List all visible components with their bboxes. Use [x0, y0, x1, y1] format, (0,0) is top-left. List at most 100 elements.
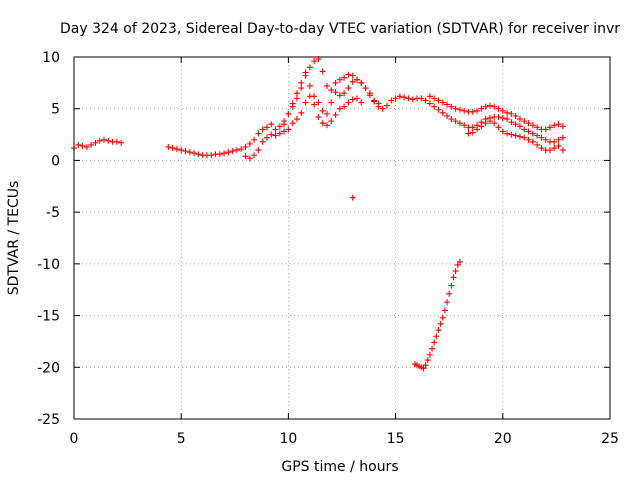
data-point — [529, 122, 536, 129]
data-point — [272, 132, 279, 139]
data-point — [276, 130, 283, 137]
data-point — [92, 139, 99, 146]
data-point — [375, 100, 382, 107]
series-main-band — [71, 69, 566, 159]
data-point — [422, 362, 429, 369]
data-point — [332, 111, 339, 118]
data-point — [512, 132, 519, 139]
data-point — [233, 147, 240, 154]
data-point — [444, 299, 451, 306]
data-point — [345, 85, 352, 92]
data-point — [242, 153, 249, 160]
data-point — [418, 95, 425, 102]
data-point — [349, 194, 356, 201]
data-point — [251, 136, 258, 143]
data-point — [276, 123, 283, 130]
y-tick-label: 5 — [51, 102, 60, 118]
data-point — [446, 290, 453, 297]
data-point — [328, 87, 335, 94]
data-point — [229, 148, 236, 155]
data-point — [555, 142, 562, 149]
data-point — [341, 74, 348, 81]
y-tick-label: -20 — [37, 360, 60, 376]
data-point — [546, 147, 553, 154]
data-point — [504, 116, 511, 123]
x-tick-label: 5 — [177, 431, 186, 447]
data-point — [420, 365, 427, 372]
data-point — [461, 107, 468, 114]
data-point — [525, 136, 532, 143]
data-point — [195, 151, 202, 158]
data-point — [281, 128, 288, 135]
data-point — [246, 140, 253, 147]
data-point — [435, 106, 442, 113]
data-point — [529, 130, 536, 137]
data-point — [216, 151, 223, 158]
series-descending-track — [411, 258, 463, 372]
series-lower-branch — [242, 93, 566, 162]
data-point — [529, 138, 536, 145]
data-point — [285, 110, 292, 117]
data-point — [323, 122, 330, 129]
data-point — [336, 105, 343, 112]
data-point — [358, 79, 365, 86]
data-point — [358, 99, 365, 106]
data-point — [384, 102, 391, 109]
data-point — [551, 122, 558, 129]
data-point — [495, 124, 502, 131]
plot-frame — [73, 56, 611, 420]
data-point — [345, 71, 352, 78]
data-point — [452, 105, 459, 112]
data-point — [508, 119, 515, 126]
data-point — [521, 118, 528, 125]
y-tick-label: 10 — [42, 50, 60, 66]
data-point — [426, 93, 433, 100]
data-point — [298, 109, 305, 116]
data-point — [302, 99, 309, 106]
data-point — [431, 95, 438, 102]
data-point — [542, 126, 549, 133]
data-point — [332, 89, 339, 96]
data-point — [478, 105, 485, 112]
data-point — [293, 95, 300, 102]
data-point — [306, 64, 313, 71]
data-point — [79, 142, 86, 149]
data-point — [424, 357, 431, 364]
data-point — [551, 138, 558, 145]
data-point — [169, 145, 176, 152]
data-point — [409, 96, 416, 103]
y-tick-labels: -25 -20 -15 -10 -5 0 5 10 — [37, 50, 60, 428]
chart-title: Day 324 of 2023, Sidereal Day-to-day VTE… — [60, 21, 620, 37]
data-point — [315, 113, 322, 120]
data-point — [525, 120, 532, 127]
data-point — [504, 109, 511, 116]
data-point — [396, 93, 403, 100]
x-axis-title: GPS time / hours — [281, 459, 398, 475]
data-point — [379, 105, 386, 112]
data-point — [182, 148, 189, 155]
data-point — [405, 95, 412, 102]
data-point — [456, 106, 463, 113]
data-point — [448, 103, 455, 110]
data-point — [319, 107, 326, 114]
data-point — [426, 100, 433, 107]
data-point — [474, 126, 481, 133]
data-point — [293, 90, 300, 97]
data-point — [559, 134, 566, 141]
data-point — [259, 126, 266, 133]
data-points — [71, 56, 566, 372]
data-point — [516, 123, 523, 130]
data-point — [362, 85, 369, 92]
data-point — [173, 146, 180, 153]
data-point — [422, 97, 429, 104]
data-point — [311, 101, 318, 108]
data-point — [439, 99, 446, 106]
data-point — [439, 314, 446, 321]
data-point — [495, 113, 502, 120]
data-point — [225, 149, 232, 156]
data-point — [371, 97, 378, 104]
data-point — [478, 123, 485, 130]
data-point — [238, 146, 245, 153]
grid-lines — [74, 57, 610, 419]
y-axis-title: SDTVAR / TECUs — [6, 181, 22, 296]
